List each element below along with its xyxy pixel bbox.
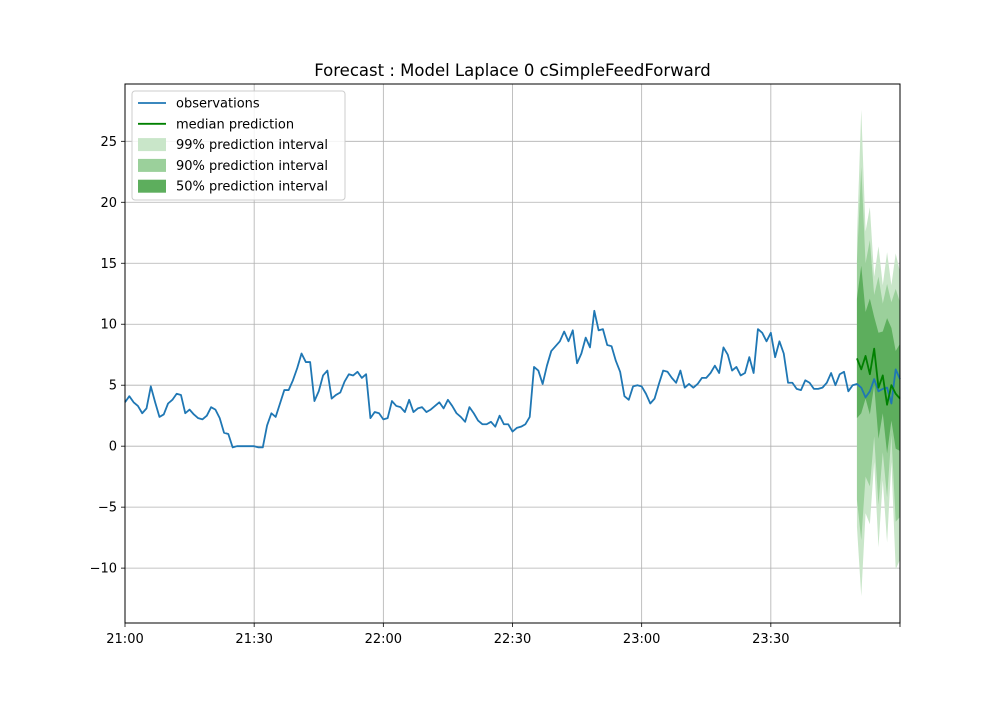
y-tick-label: 20: [100, 196, 117, 211]
legend-swatch-interval_99: [138, 138, 166, 152]
interval-50-band: [856, 265, 900, 454]
x-tick-label: 22:00: [365, 632, 402, 647]
y-tick-label: −10: [90, 562, 117, 577]
legend-label-median: median prediction: [176, 117, 294, 132]
legend-label-observations: observations: [176, 97, 260, 112]
plot-area: [124, 109, 901, 597]
x-tick-label: 21:00: [106, 632, 143, 647]
x-tick-label: 23:00: [623, 632, 660, 647]
legend-box: [131, 90, 346, 201]
y-tick-label: 5: [109, 379, 117, 394]
x-tick-label: 22:30: [494, 632, 531, 647]
legend-swatch-interval_90: [138, 158, 166, 172]
legend-label-interval_50: 50% prediction interval: [176, 180, 328, 195]
legend-label-interval_90: 90% prediction interval: [176, 159, 328, 174]
axes: 21:00 21:30 22:00 22:30 23:00 23:30 −10 −5 0 5 10 1…: [90, 135, 901, 647]
y-tick-label: 0: [109, 440, 117, 455]
legend-label-interval_99: 99% prediction interval: [176, 138, 328, 153]
chart-title: Forecast : Model Laplace 0 cSimpleFeedFo…: [314, 61, 710, 80]
y-tick-label: 10: [100, 318, 117, 333]
y-tick-label: 15: [100, 257, 117, 272]
y-tick-label: 25: [100, 135, 117, 150]
observations-line: [124, 309, 901, 449]
median-prediction-line: [856, 347, 901, 406]
x-tick-label: 21:30: [235, 632, 272, 647]
x-tick-label: 23:30: [752, 632, 789, 647]
y-tick-label: −5: [98, 501, 117, 516]
legend-swatch-interval_50: [138, 179, 166, 193]
legend: observations median prediction 99% predict…: [131, 90, 346, 201]
